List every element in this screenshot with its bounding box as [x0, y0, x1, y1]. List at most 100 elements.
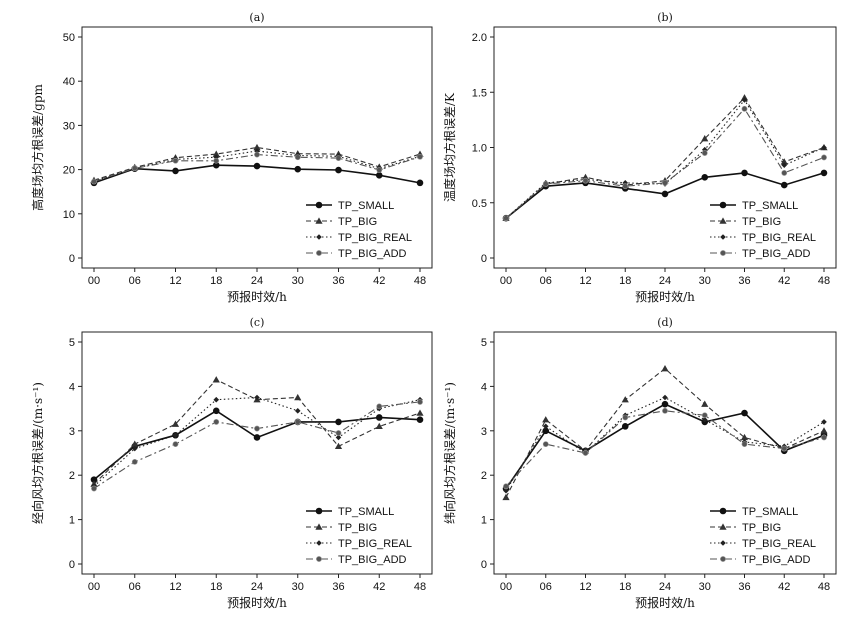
- data-point: [622, 180, 629, 186]
- data-point: [254, 151, 260, 158]
- data-point: [621, 396, 629, 403]
- data-point: [376, 403, 383, 410]
- chart-panel-b: (b) 0 0.5 1.0 1.5 2.0 00 06 12 18 24 30 36 42 48 预报时效/h…: [442, 11, 837, 304]
- legend-label: TP_BIG_ADD: [338, 248, 407, 260]
- y-tick-label: 3: [69, 426, 75, 438]
- x-tick-label: 18: [210, 581, 222, 593]
- y-tick-label: 30: [63, 120, 75, 132]
- data-point: [542, 416, 550, 423]
- data-point: [212, 150, 220, 157]
- x-tick-label: 18: [619, 275, 631, 287]
- x-axis-label: 预报时效/h: [635, 289, 695, 304]
- x-tick-label: 36: [332, 581, 344, 593]
- data-point: [376, 167, 383, 173]
- legend-marker: [719, 507, 727, 515]
- x-tick-label: 24: [251, 581, 263, 593]
- y-tick-label: 50: [63, 32, 75, 44]
- legend-marker: [720, 556, 726, 562]
- y-axis-label: 高度场均方根误差/gpm: [30, 83, 45, 210]
- data-point: [741, 441, 748, 448]
- data-point: [212, 376, 220, 383]
- legend-marker: [720, 540, 726, 546]
- y-axis-label: 纬向风均方根误差/(m·s⁻¹): [442, 382, 457, 524]
- x-axis-label: 预报时效/h: [227, 289, 287, 304]
- data-point: [582, 177, 589, 184]
- legend-marker: [720, 250, 726, 256]
- legend-label: TP_BIG_REAL: [742, 538, 816, 550]
- data-point: [701, 400, 709, 407]
- data-point: [253, 162, 261, 170]
- data-point: [662, 407, 668, 414]
- data-point: [254, 425, 260, 432]
- legend: TP_SMALL TP_BIG TP_BIG_REAL TP_BIG_ADD: [306, 200, 412, 260]
- legend-marker: [719, 217, 727, 224]
- series-line-tp-big: [93, 146, 421, 181]
- data-point: [622, 183, 629, 190]
- data-point: [294, 154, 301, 161]
- data-point: [172, 167, 179, 175]
- x-tick-label: 36: [738, 275, 750, 287]
- data-point: [622, 414, 629, 421]
- x-tick-label: 30: [292, 581, 304, 593]
- data-point: [335, 166, 342, 174]
- data-point: [820, 427, 828, 434]
- data-point: [503, 487, 509, 494]
- legend-label: TP_SMALL: [338, 200, 394, 212]
- legend-label: TP_SMALL: [338, 506, 394, 518]
- y-tick-label: 3: [481, 426, 487, 438]
- data-point: [542, 181, 549, 187]
- y-tick-label: 5: [69, 337, 75, 349]
- data-point: [375, 172, 383, 179]
- x-tick-label: 12: [579, 581, 591, 593]
- panel-title: (b): [657, 11, 673, 24]
- legend-marker: [315, 523, 323, 530]
- y-tick-label: 1.0: [472, 143, 487, 155]
- series-line-tp-big-add: [505, 410, 825, 487]
- legend-label: TP_BIG: [742, 216, 781, 228]
- data-point: [131, 165, 138, 172]
- y-tick-label: 10: [63, 209, 75, 221]
- data-point: [780, 181, 788, 189]
- x-tick-label: 00: [500, 275, 512, 287]
- x-tick-label: 12: [579, 275, 591, 287]
- x-tick-label: 12: [169, 275, 181, 287]
- data-point: [417, 153, 423, 160]
- data-point: [416, 179, 424, 187]
- legend: TP_SMALL TP_BIG TP_BIG_REAL TP_BIG_ADD: [306, 506, 412, 566]
- legend-marker: [720, 234, 726, 240]
- data-point: [335, 430, 342, 436]
- data-point: [335, 155, 342, 162]
- y-tick-label: 0: [69, 253, 75, 265]
- data-point: [741, 169, 748, 177]
- legend: TP_SMALL TP_BIG TP_BIG_REAL TP_BIG_ADD: [710, 200, 816, 260]
- data-point: [213, 419, 220, 425]
- series-line-tp-small: [93, 409, 421, 481]
- data-point: [701, 135, 709, 142]
- data-point: [172, 157, 179, 164]
- x-tick-label: 06: [540, 581, 552, 593]
- data-point: [294, 393, 302, 401]
- data-point: [821, 144, 827, 151]
- legend-label: TP_BIG_ADD: [742, 554, 811, 566]
- series-line-tp-big-add: [505, 107, 825, 219]
- x-tick-label: 48: [818, 581, 830, 593]
- panel-title: (c): [250, 316, 265, 329]
- data-point: [662, 394, 668, 401]
- x-tick-label: 48: [414, 275, 426, 287]
- data-point: [254, 394, 260, 401]
- data-point: [254, 148, 260, 154]
- data-point: [131, 440, 139, 447]
- data-point: [662, 179, 668, 186]
- data-point: [294, 165, 302, 173]
- data-point: [701, 150, 708, 156]
- x-tick-label: 30: [699, 275, 711, 287]
- data-point: [335, 418, 342, 426]
- data-point: [131, 458, 138, 465]
- data-point: [294, 419, 301, 425]
- data-point: [741, 105, 748, 112]
- y-tick-label: 2: [69, 470, 75, 482]
- y-tick-label: 0: [481, 253, 487, 265]
- data-point: [172, 432, 179, 439]
- legend-marker: [719, 523, 727, 530]
